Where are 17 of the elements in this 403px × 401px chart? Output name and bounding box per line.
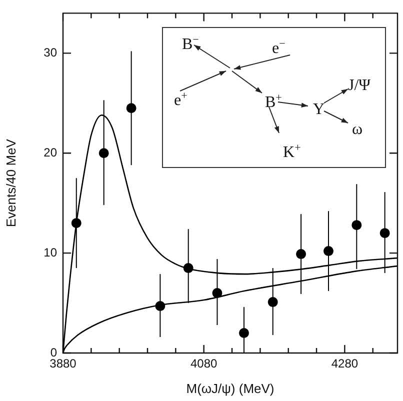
y-tick-label: 30 (44, 45, 58, 60)
x-tick-label: 4280 (331, 356, 358, 371)
x-tick-label: 3880 (50, 356, 77, 371)
annotation: J/Ψ (348, 77, 371, 94)
y-tick-label: 0 (50, 345, 58, 360)
annotation: ω (352, 121, 363, 138)
annotation: Y (313, 101, 325, 118)
annotation: B$^{−}$ (182, 34, 199, 53)
annotation: e$^{+}$ (174, 90, 188, 109)
y-tick-label: 10 (44, 245, 58, 260)
annotation: K$^{+}$ (283, 142, 301, 161)
annotation: e$^{−}$ (272, 38, 286, 57)
annotation: B$^{+}$ (265, 92, 282, 111)
y-axis-title: Events/40 MeV (3, 138, 18, 228)
x-axis-title: M(ωJ/ψ) (MeV) (186, 380, 274, 396)
x-tick-label: 4080 (190, 356, 218, 371)
y-tick-label: 20 (44, 145, 58, 160)
